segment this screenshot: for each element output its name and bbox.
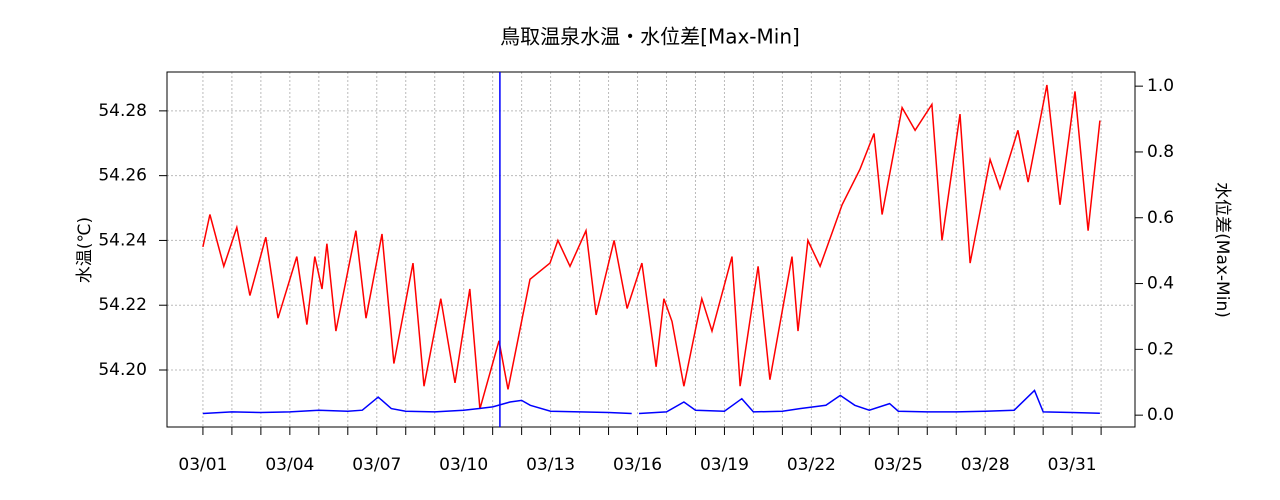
x-tick-label: 03/04 [265, 455, 314, 475]
plot-frame [166, 71, 1136, 428]
x-tick-label: 03/22 [787, 455, 836, 475]
y2-tick-label: 0.0 [1147, 405, 1174, 425]
x-tick-label: 03/25 [874, 455, 923, 475]
x-tick-label: 03/10 [439, 455, 488, 475]
y2-tick-label: 0.2 [1147, 339, 1174, 359]
x-tick-label: 03/13 [526, 455, 575, 475]
y2-tick-label: 0.6 [1147, 208, 1174, 228]
y-tick-label: 54.26 [98, 166, 147, 186]
x-tick-label: 03/07 [352, 455, 401, 475]
x-tick-label: 03/31 [1048, 455, 1097, 475]
y2-tick-label: 0.8 [1147, 142, 1174, 162]
series-line [202, 389, 1100, 415]
y-tick-label: 54.24 [98, 230, 147, 250]
y-tick-label: 54.20 [98, 360, 147, 380]
x-tick-label: 03/19 [700, 455, 749, 475]
y-axis-label: 水温(℃) [75, 217, 95, 283]
y2-axis-label: 水位差(Max-Min) [1212, 182, 1232, 318]
x-tick-label: 03/16 [613, 455, 662, 475]
y-tick-label: 54.22 [98, 295, 147, 315]
series-line [202, 84, 1101, 410]
y2-tick-label: 0.4 [1147, 274, 1174, 294]
x-tick-label: 03/01 [178, 455, 227, 475]
chart-title: 鳥取温泉水温・水位差[Max-Min] [500, 25, 800, 49]
y-tick-label: 54.28 [98, 101, 147, 121]
y2-tick-label: 1.0 [1147, 76, 1174, 96]
x-tick-label: 03/28 [961, 455, 1010, 475]
